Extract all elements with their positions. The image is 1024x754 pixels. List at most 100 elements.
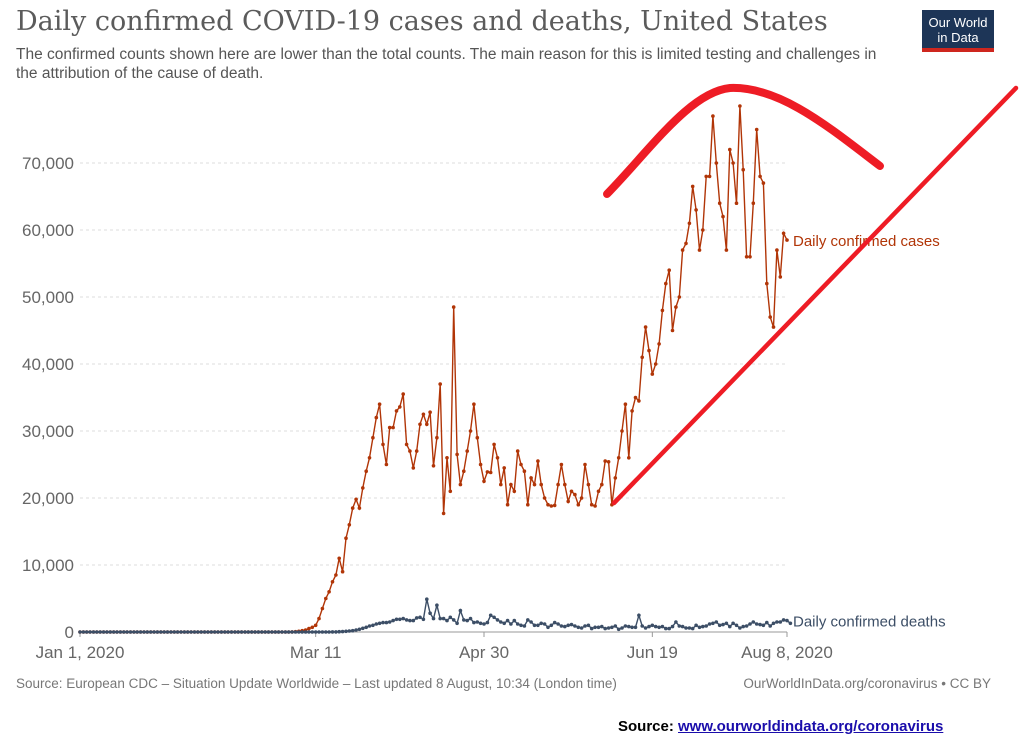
y-tick-label: 60,000 xyxy=(22,221,74,240)
data-point-deaths xyxy=(478,621,483,626)
data-point-deaths xyxy=(438,616,443,621)
data-point-cases xyxy=(542,496,547,500)
data-point-deaths xyxy=(546,625,550,630)
data-point-deaths xyxy=(569,622,574,627)
source-note-url[interactable]: www.ourworldindata.org/coronavirus xyxy=(678,718,944,735)
data-point-cases xyxy=(620,429,624,433)
chart-subtitle: The confirmed counts shown here are lowe… xyxy=(16,46,877,82)
data-point-deaths xyxy=(788,621,793,626)
data-point-deaths xyxy=(765,620,769,625)
data-point-cases xyxy=(505,502,510,507)
data-point-deaths xyxy=(111,630,116,634)
data-point-cases xyxy=(445,456,449,460)
data-point-deaths xyxy=(148,630,153,634)
data-point-deaths xyxy=(202,630,207,634)
data-point-deaths xyxy=(418,615,422,620)
data-point-cases xyxy=(512,489,517,494)
data-point-deaths xyxy=(337,629,342,634)
data-point-deaths xyxy=(623,624,628,628)
data-point-deaths xyxy=(354,628,358,632)
data-point-deaths xyxy=(566,623,570,628)
data-point-cases xyxy=(310,625,315,630)
data-point-deaths xyxy=(748,622,752,626)
data-point-deaths xyxy=(189,630,193,634)
data-point-deaths xyxy=(152,630,156,634)
data-point-cases xyxy=(361,486,365,490)
data-point-deaths xyxy=(138,630,143,634)
series-deaths: Daily confirmed deaths xyxy=(78,597,946,634)
data-point-cases xyxy=(653,362,658,366)
data-point-cases xyxy=(600,482,604,487)
data-point-deaths xyxy=(216,630,220,634)
y-tick-label: 10,000 xyxy=(22,556,74,575)
data-point-cases xyxy=(680,248,685,252)
data-point-deaths xyxy=(212,630,217,634)
data-point-cases xyxy=(394,409,399,413)
logo-line-1: Our World xyxy=(928,15,988,30)
data-point-deaths xyxy=(596,625,601,630)
data-point-deaths xyxy=(613,624,618,628)
data-point-deaths xyxy=(677,624,682,628)
data-point-deaths xyxy=(344,629,348,634)
data-point-deaths xyxy=(303,630,308,634)
data-point-cases xyxy=(421,412,426,417)
data-point-deaths xyxy=(122,630,126,634)
data-point-cases xyxy=(552,503,557,508)
data-point-cases xyxy=(640,355,644,360)
owid-logo[interactable]: Our World in Data xyxy=(922,10,994,52)
data-point-deaths xyxy=(589,626,594,631)
data-point-deaths xyxy=(653,624,658,629)
data-point-cases xyxy=(438,382,443,386)
data-point-cases xyxy=(488,470,493,475)
data-point-deaths xyxy=(751,620,756,624)
data-point-cases xyxy=(441,511,446,516)
chart-title: Daily confirmed COVID-19 cases and death… xyxy=(16,6,828,37)
data-point-deaths xyxy=(724,621,729,626)
data-point-cases xyxy=(758,174,762,179)
data-point-deaths xyxy=(84,630,89,634)
data-point-cases xyxy=(627,456,631,460)
data-point-deaths xyxy=(701,624,705,629)
data-point-cases xyxy=(340,569,345,574)
data-point-cases xyxy=(563,482,567,487)
x-tick-label: Aug 8, 2020 xyxy=(741,643,833,662)
data-point-cases xyxy=(674,305,678,309)
data-point-deaths xyxy=(98,630,102,634)
x-tick-label: Mar 11 xyxy=(290,643,342,662)
data-point-deaths xyxy=(630,625,634,630)
data-point-deaths xyxy=(734,623,739,628)
data-point-deaths xyxy=(165,630,170,634)
data-point-deaths xyxy=(502,621,507,626)
data-point-deaths xyxy=(229,630,234,634)
data-point-cases xyxy=(775,248,779,252)
data-point-deaths xyxy=(563,624,567,629)
data-point-cases xyxy=(664,281,668,286)
data-point-cases xyxy=(324,596,328,601)
data-point-cases xyxy=(337,556,342,561)
data-point-cases xyxy=(425,422,429,427)
annotation-arc xyxy=(603,83,884,198)
data-point-deaths xyxy=(657,625,661,630)
data-point-cases xyxy=(589,502,594,507)
data-point-deaths xyxy=(223,630,227,634)
data-point-cases xyxy=(704,174,708,179)
x-tick-label: Jan 1, 2020 xyxy=(36,643,125,662)
data-point-cases xyxy=(657,342,661,346)
data-point-cases xyxy=(694,208,698,212)
data-point-cases xyxy=(633,395,638,400)
data-point-cases xyxy=(556,482,560,487)
footer-link[interactable]: OurWorldInData.org/coronavirus • CC BY xyxy=(743,676,991,691)
data-point-deaths xyxy=(377,621,382,626)
data-point-deaths xyxy=(330,630,335,634)
data-point-deaths xyxy=(125,630,129,634)
data-point-deaths xyxy=(482,622,486,626)
data-point-deaths xyxy=(425,597,429,601)
data-point-deaths xyxy=(108,630,113,634)
data-point-deaths xyxy=(660,624,665,629)
data-point-cases xyxy=(593,504,597,508)
data-point-deaths xyxy=(317,630,321,634)
data-point-deaths xyxy=(664,626,668,631)
data-point-deaths xyxy=(606,626,611,630)
data-point-cases xyxy=(586,482,591,487)
data-point-deaths xyxy=(690,626,695,631)
